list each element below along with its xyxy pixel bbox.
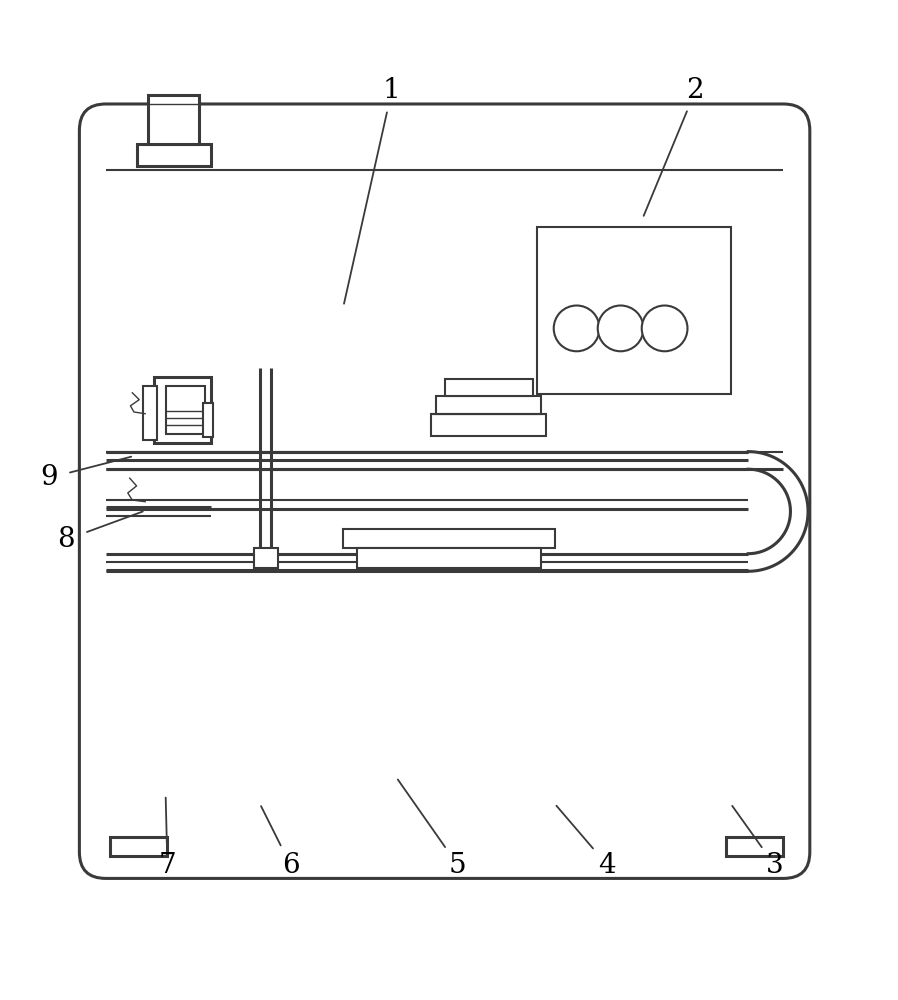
Bar (148, 95, 199, 144)
Bar (143, 386, 157, 440)
Text: 3: 3 (766, 852, 783, 879)
Bar (726, 837, 783, 856)
Text: 6: 6 (282, 852, 299, 879)
Circle shape (598, 306, 644, 351)
Text: 2: 2 (687, 77, 704, 104)
Bar (357, 548, 541, 568)
FancyBboxPatch shape (79, 104, 810, 878)
Bar (343, 529, 555, 548)
Circle shape (642, 306, 688, 351)
Text: 5: 5 (449, 852, 467, 879)
Bar (253, 548, 278, 568)
Text: 4: 4 (599, 852, 616, 879)
Bar (110, 837, 167, 856)
Circle shape (554, 306, 600, 351)
Text: 1: 1 (383, 77, 401, 104)
Bar (136, 144, 211, 166)
Text: 7: 7 (159, 852, 176, 879)
Bar (445, 379, 533, 396)
Text: 9: 9 (40, 464, 57, 491)
Text: 8: 8 (57, 526, 75, 553)
Bar (165, 386, 206, 434)
Bar (154, 377, 211, 443)
Bar (431, 414, 546, 436)
Bar (537, 227, 731, 394)
Bar (203, 403, 213, 437)
Bar (436, 396, 541, 414)
